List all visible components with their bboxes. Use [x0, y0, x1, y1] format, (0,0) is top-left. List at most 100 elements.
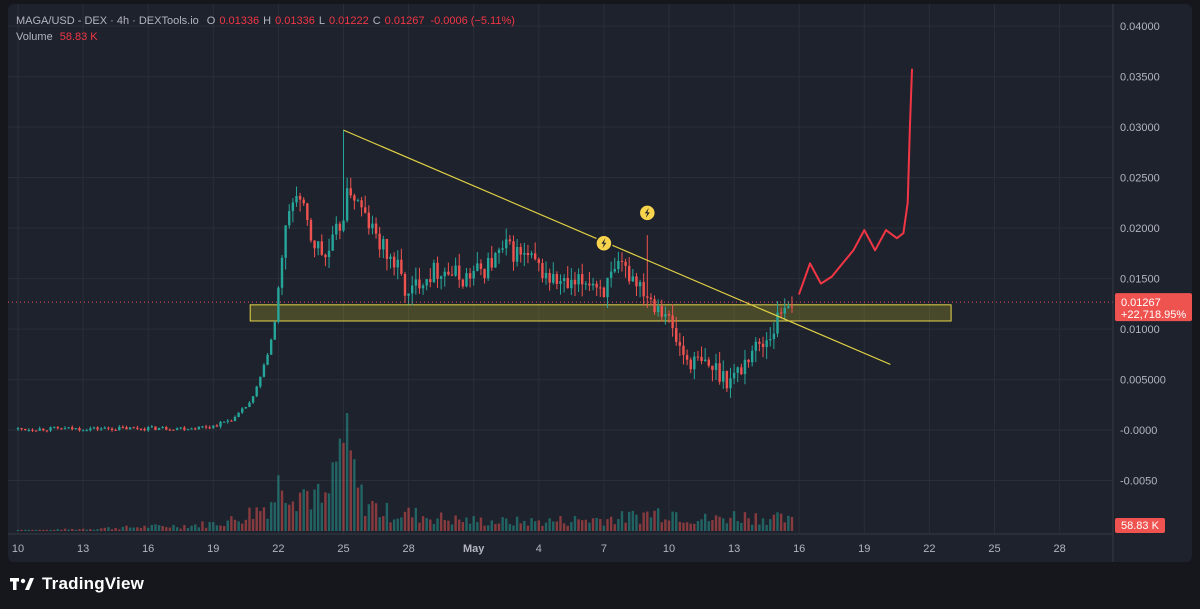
candle-body: [356, 200, 360, 202]
close-value: 0.01267: [384, 15, 425, 27]
volume-bar: [602, 525, 606, 531]
candle-body: [562, 278, 566, 281]
volume-bar: [631, 510, 635, 531]
volume-bar: [136, 527, 139, 531]
candle-body: [765, 340, 768, 348]
volume-bar: [342, 442, 345, 531]
volume-bar: [248, 507, 251, 531]
candle-body: [266, 354, 269, 365]
volume-bar: [505, 518, 508, 531]
high-value: 0.01336: [275, 15, 315, 27]
volume-bar: [458, 519, 461, 531]
volume-bar: [523, 520, 526, 531]
candle-body: [403, 273, 407, 296]
volume-bar: [306, 490, 309, 531]
x-tick-label: 16: [793, 543, 805, 555]
candle-body: [476, 263, 479, 271]
candle-body: [364, 207, 367, 213]
candle-body: [411, 285, 414, 294]
volume-bar: [255, 507, 258, 531]
candle-body: [523, 252, 526, 255]
candle-body: [678, 341, 682, 346]
x-tick-label: 28: [402, 543, 414, 555]
volume-bar: [544, 522, 548, 531]
candle-body: [407, 293, 410, 296]
candle-body: [617, 260, 620, 269]
candle-body: [743, 359, 747, 375]
candle-body: [740, 367, 743, 375]
volume-bar: [367, 504, 371, 531]
volume-bar: [114, 527, 117, 531]
candle-body: [237, 412, 240, 417]
volume-bar: [179, 528, 182, 531]
candle-body: [432, 262, 436, 283]
volume-bar: [519, 523, 522, 531]
candle-body: [581, 274, 584, 285]
candle-body: [194, 428, 197, 430]
volume-bar: [132, 527, 135, 531]
candle-body: [16, 428, 20, 430]
volume-bar: [642, 512, 645, 531]
candle-body: [671, 315, 674, 329]
chart-frame[interactable]: 0.04000 0.03500 0.03000 0.02500 0.02000 0.015…: [8, 4, 1192, 562]
candle-body: [241, 408, 244, 413]
volume-bar: [779, 513, 783, 531]
volume-bar: [284, 502, 287, 531]
candle-body: [750, 350, 754, 363]
volume-bar: [486, 525, 490, 531]
volume-bar: [508, 523, 512, 531]
candle-body: [783, 307, 786, 314]
volume-bar: [110, 529, 114, 531]
volume-bar: [584, 519, 588, 531]
volume-bar: [34, 529, 38, 531]
volume-bar: [747, 518, 750, 531]
volume-bar: [414, 507, 418, 531]
volume-bar: [89, 529, 92, 531]
candle-body: [747, 359, 750, 363]
candle-body: [703, 359, 707, 362]
volume-bar: [269, 502, 273, 531]
candle-body: [450, 274, 454, 276]
volume-bar: [541, 525, 544, 531]
volume-bar: [595, 517, 598, 531]
candle-body: [461, 279, 465, 287]
candle-body: [367, 212, 371, 229]
volume-bar: [125, 525, 128, 531]
change-value: -0.0006 (−5.11%): [430, 15, 515, 27]
candle-body: [664, 314, 667, 317]
y-tick-label: 0.02500: [1120, 173, 1160, 185]
volume-bar: [215, 525, 219, 531]
volume-bar: [353, 459, 356, 531]
volume-bar: [16, 529, 20, 531]
volume-bar: [790, 516, 794, 531]
volume-bar: [617, 519, 620, 531]
candle-body: [110, 428, 114, 430]
candle-body: [754, 341, 757, 351]
x-tick-label: 7: [601, 543, 607, 555]
candle-body: [631, 276, 635, 282]
volume-bar: [501, 517, 504, 531]
volume-bar: [718, 516, 721, 531]
marker-bolt: [601, 238, 607, 249]
candle-body: [418, 279, 421, 289]
candle-body: [479, 263, 483, 269]
price-chart[interactable]: 0.04000 0.03500 0.03000 0.02500 0.02000 0.015…: [8, 4, 1192, 562]
candle-body: [309, 220, 313, 241]
volume-bar: [364, 516, 367, 531]
volume-bar: [418, 522, 421, 531]
candle-body: [628, 265, 631, 282]
volume-bar: [96, 529, 99, 531]
axes: 0.04000 0.03500 0.03000 0.02500 0.02000 0.015…: [8, 4, 1192, 562]
candle-body: [121, 426, 125, 428]
branding[interactable]: TradingView: [10, 572, 144, 596]
y-tick-label: 0.01500: [1120, 274, 1160, 286]
volume-bar: [324, 492, 327, 531]
candle-body: [335, 223, 338, 235]
volume-bar: [693, 523, 696, 531]
volume-bar: [147, 527, 150, 531]
candle-body: [204, 426, 208, 428]
volume-bar: [533, 521, 537, 531]
volume-bar: [454, 515, 457, 531]
x-tick-label: 4: [536, 543, 542, 555]
candle-body: [244, 407, 248, 409]
